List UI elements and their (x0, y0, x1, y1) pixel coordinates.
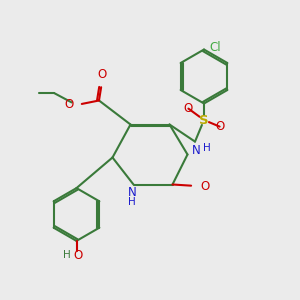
Text: Cl: Cl (210, 40, 221, 54)
Text: O: O (200, 179, 209, 193)
Text: N: N (128, 186, 136, 200)
Text: O: O (215, 120, 224, 133)
Text: H: H (128, 197, 136, 207)
Text: H: H (63, 250, 71, 260)
Text: O: O (184, 102, 193, 115)
Text: O: O (74, 249, 82, 262)
Text: S: S (199, 113, 209, 127)
Text: O: O (64, 98, 73, 111)
Text: O: O (98, 68, 106, 81)
Text: H: H (203, 143, 211, 153)
Text: N: N (191, 144, 200, 158)
